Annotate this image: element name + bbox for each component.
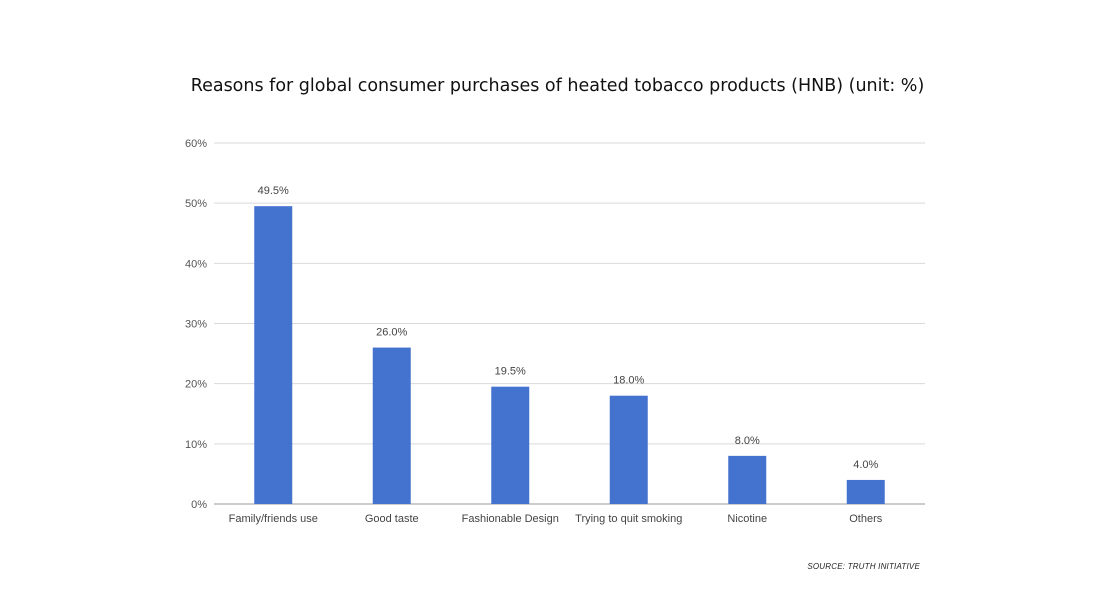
y-tick-label: 0% (191, 499, 207, 511)
bar (254, 206, 293, 505)
y-tick-label: 20% (185, 379, 207, 391)
y-tick-label: 60% (185, 138, 207, 150)
bar (609, 395, 648, 504)
y-tick-label: 40% (185, 258, 207, 270)
data-label: 4.0% (853, 459, 878, 471)
bar (372, 347, 411, 504)
x-tick-label: Trying to quit smoking (575, 513, 682, 525)
y-tick-label: 50% (185, 198, 207, 210)
x-tick-label: Good taste (365, 513, 419, 525)
x-tick-label: Others (849, 513, 883, 525)
data-label: 26.0% (376, 327, 407, 339)
y-tick-label: 10% (185, 439, 207, 451)
y-tick-label: 30% (185, 319, 207, 331)
x-tick-label: Family/friends use (229, 513, 318, 525)
chart-title: Reasons for global consumer purchases of… (190, 76, 925, 96)
data-label: 19.5% (495, 366, 526, 378)
bar (846, 479, 885, 504)
data-label: 8.0% (735, 435, 760, 447)
data-label: 49.5% (258, 185, 289, 197)
x-tick-label: Nicotine (727, 513, 767, 525)
source-note: SOURCE: TRUTH INITIATIVE (807, 562, 920, 571)
bar (491, 386, 530, 504)
x-tick-label: Fashionable Design (462, 513, 559, 525)
data-label: 18.0% (613, 375, 644, 387)
bar (728, 455, 767, 504)
